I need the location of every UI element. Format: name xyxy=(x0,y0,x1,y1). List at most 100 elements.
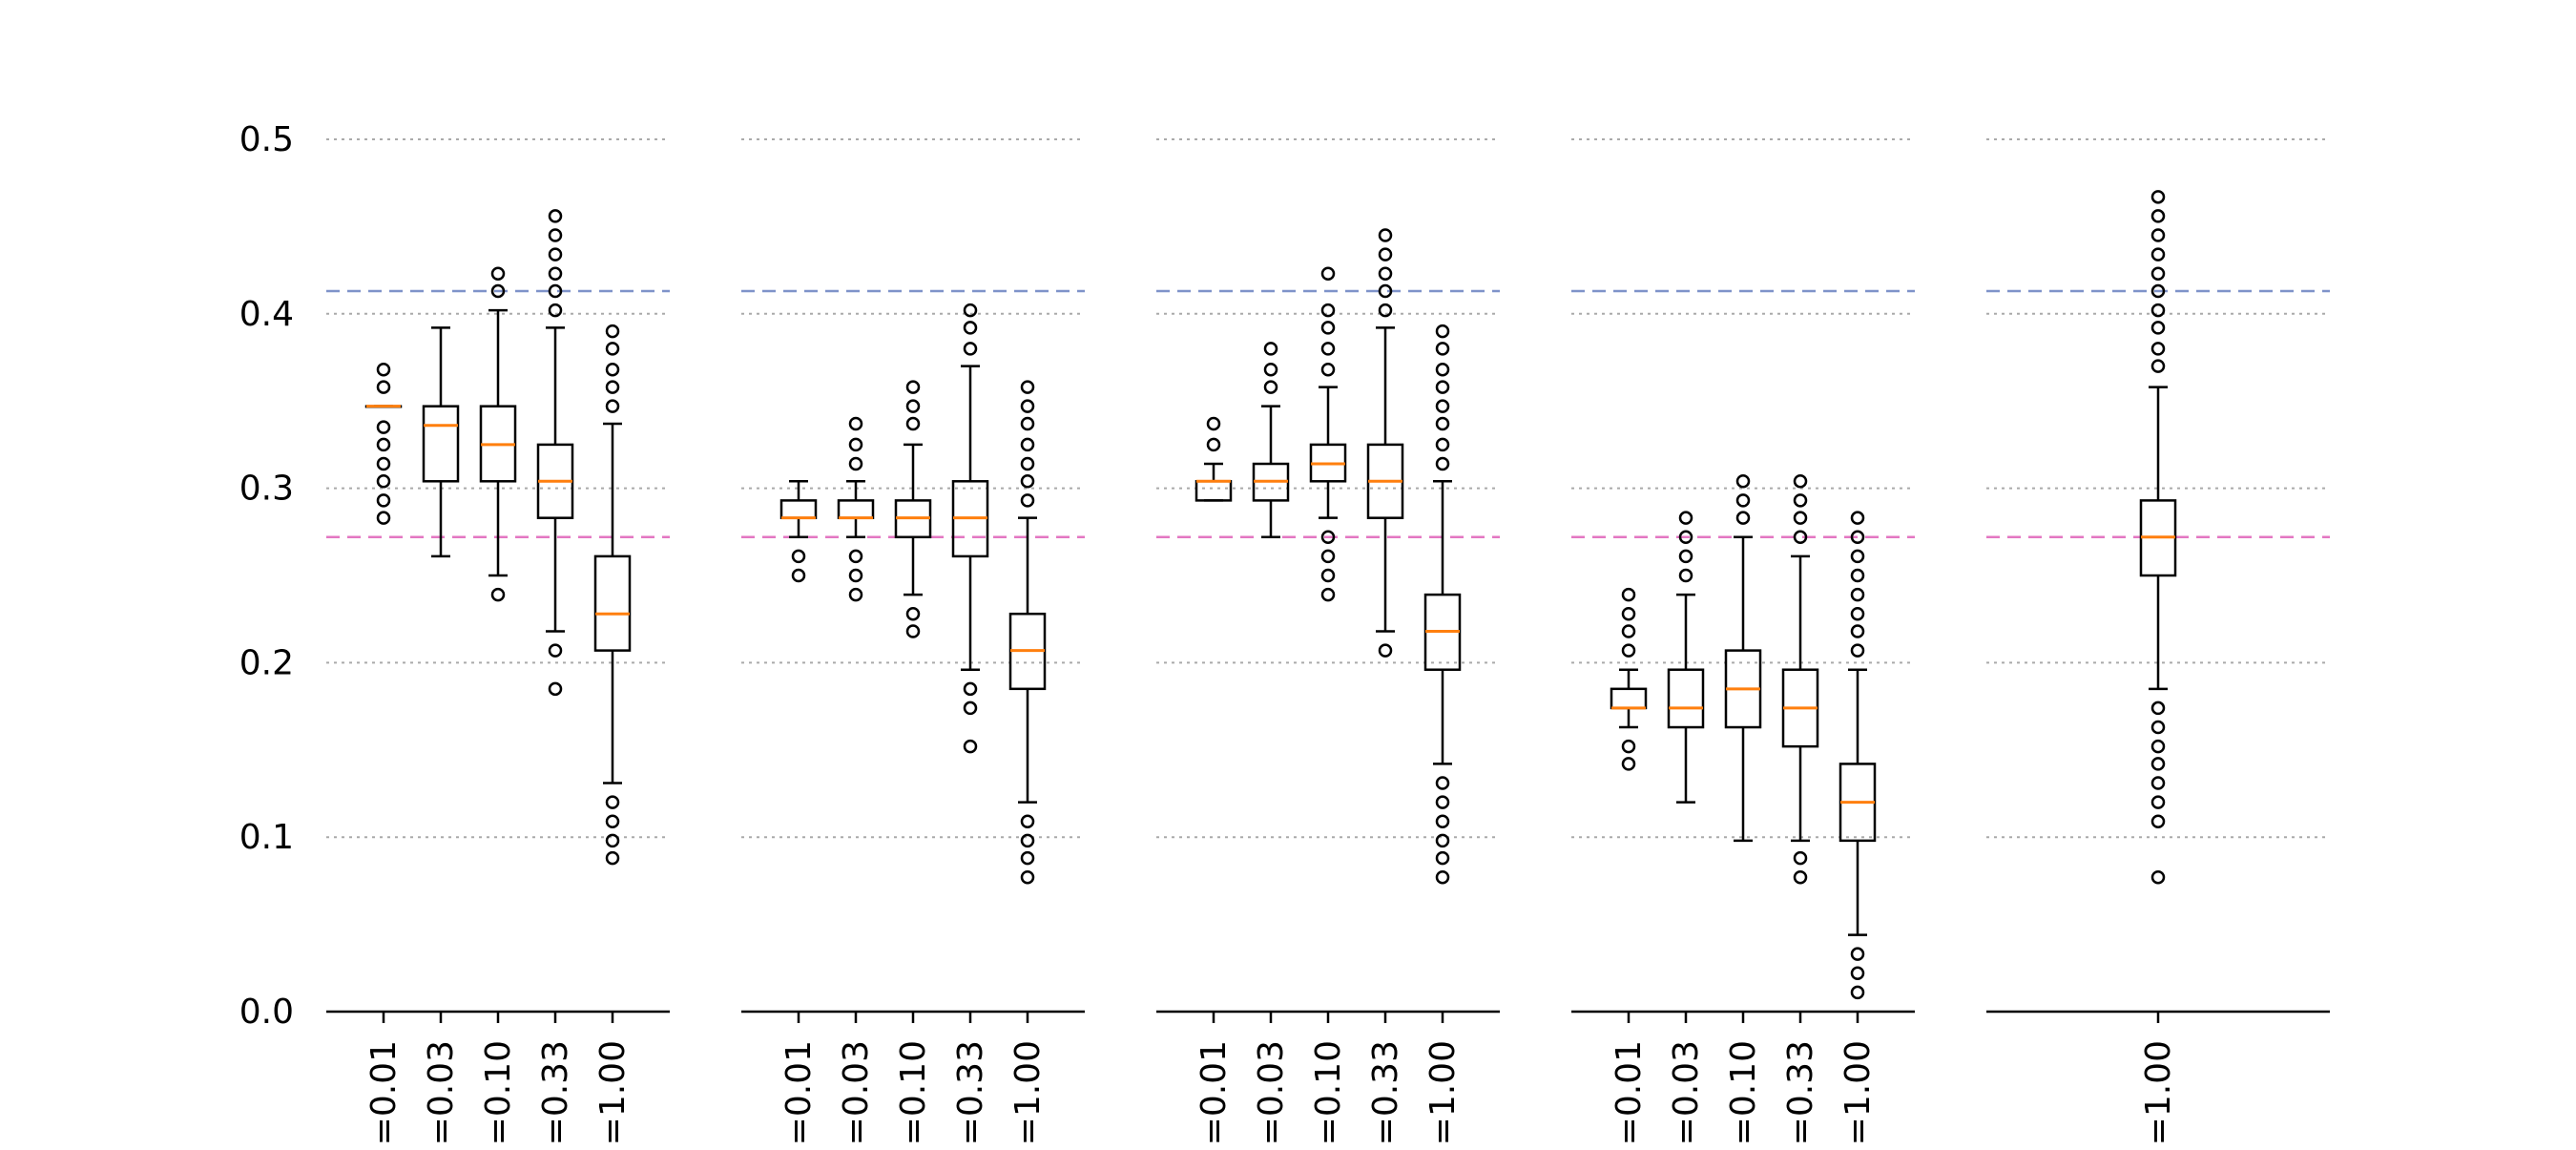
outlier-point xyxy=(1435,437,1450,452)
box-plot xyxy=(364,363,403,525)
outlier-point xyxy=(1850,587,1865,602)
outlier-point xyxy=(1320,363,1336,377)
outlier-point xyxy=(1435,869,1450,885)
outlier-point xyxy=(1020,474,1035,489)
outlier-point xyxy=(1020,399,1035,413)
y-tick-label: 0.5 xyxy=(239,120,294,159)
y-tick-label: 0.1 xyxy=(239,818,294,857)
outlier-point xyxy=(605,342,620,356)
outlier-point xyxy=(1020,493,1035,508)
outlier-point xyxy=(1435,833,1450,848)
outlier-point xyxy=(1320,568,1336,583)
box-plot xyxy=(1195,416,1233,502)
outlier-point xyxy=(1320,587,1336,602)
outlier-point xyxy=(1850,511,1865,525)
outlier-point xyxy=(791,568,806,583)
x-tick-label: =0.33 xyxy=(1781,1040,1820,1145)
outlier-point xyxy=(1020,380,1035,394)
outlier-point xyxy=(791,549,806,564)
outlier-point xyxy=(2150,869,2166,885)
outlier-point xyxy=(1263,342,1278,356)
x-tick-label: =0.01 xyxy=(364,1040,404,1145)
outlier-point xyxy=(1320,530,1336,545)
outlier-point xyxy=(2150,247,2166,261)
x-tick-label: =0.33 xyxy=(951,1040,990,1145)
outlier-point xyxy=(1621,643,1636,658)
box-plot xyxy=(1309,266,1347,602)
outlier-point xyxy=(548,228,563,242)
y-tick-label: 0.3 xyxy=(239,470,294,509)
outlier-point xyxy=(1678,530,1693,545)
outlier-point xyxy=(2150,283,2166,299)
outlier-point xyxy=(605,814,620,828)
x-tick-label: =0.01 xyxy=(779,1040,819,1145)
outlier-point xyxy=(1320,303,1336,318)
box-plot xyxy=(593,324,632,866)
outlier-point xyxy=(1020,869,1035,885)
outlier-point xyxy=(2150,359,2166,373)
outlier-point xyxy=(1020,814,1035,828)
outlier-point xyxy=(1678,568,1693,583)
outlier-point xyxy=(963,342,978,356)
box-plot xyxy=(1839,511,1877,1000)
outlier-point xyxy=(2150,266,2166,282)
outlier-point xyxy=(548,247,563,261)
x-tick-label: =0.01 xyxy=(1195,1040,1234,1145)
outlier-point xyxy=(2150,757,2166,771)
outlier-point xyxy=(1320,266,1336,282)
box-plot xyxy=(1610,587,1648,771)
outlier-point xyxy=(2150,795,2166,809)
outlier-point xyxy=(1206,416,1221,431)
outlier-point xyxy=(1435,456,1450,471)
outlier-point xyxy=(2150,209,2166,223)
outlier-point xyxy=(1850,568,1865,583)
outlier-point xyxy=(1020,437,1035,452)
outlier-point xyxy=(1020,850,1035,866)
outlier-point xyxy=(1020,456,1035,471)
x-tick-label: =0.10 xyxy=(894,1040,933,1145)
outlier-point xyxy=(1850,643,1865,658)
outlier-point xyxy=(2150,228,2166,242)
y-tick-label: 0.4 xyxy=(239,295,294,334)
outlier-point xyxy=(963,681,978,697)
box-plot xyxy=(779,480,818,583)
outlier-point xyxy=(1020,416,1035,431)
box-plot xyxy=(536,209,574,697)
outlier-point xyxy=(1793,474,1808,489)
x-tick-label: =1.00 xyxy=(1839,1040,1878,1145)
outlier-point xyxy=(1435,363,1450,377)
outlier-point xyxy=(490,587,506,602)
outlier-point xyxy=(905,606,921,621)
outlier-point xyxy=(2150,739,2166,754)
outlier-point xyxy=(963,303,978,318)
panel-3: =0.01 =0.03 =0.10 =0.33 =1.00 xyxy=(1156,138,1500,1145)
outlier-point xyxy=(848,587,863,602)
x-tick-label: =0.01 xyxy=(1610,1040,1649,1145)
outlier-point xyxy=(376,511,391,525)
outlier-point xyxy=(1378,643,1393,658)
x-tick-label: =0.10 xyxy=(479,1040,518,1145)
y-tick-label: 0.0 xyxy=(239,993,294,1032)
box-plot xyxy=(1008,380,1047,885)
outlier-point xyxy=(490,266,506,282)
outlier-point xyxy=(905,416,921,431)
outlier-point xyxy=(2150,700,2166,716)
outlier-point xyxy=(1678,511,1693,525)
box-plot xyxy=(951,303,989,754)
outlier-point xyxy=(1320,549,1336,564)
outlier-point xyxy=(1850,606,1865,621)
outlier-point xyxy=(376,474,391,489)
box-plot xyxy=(422,326,460,558)
y-tick-label: 0.2 xyxy=(239,643,294,682)
outlier-point xyxy=(490,283,506,299)
x-tick-label: =0.33 xyxy=(1366,1040,1405,1145)
outlier-point xyxy=(2150,190,2166,204)
box xyxy=(593,554,632,652)
outlier-point xyxy=(548,643,563,658)
outlier-point xyxy=(963,739,978,754)
box-plot xyxy=(479,266,517,602)
outlier-point xyxy=(905,624,921,638)
box xyxy=(1610,687,1648,710)
